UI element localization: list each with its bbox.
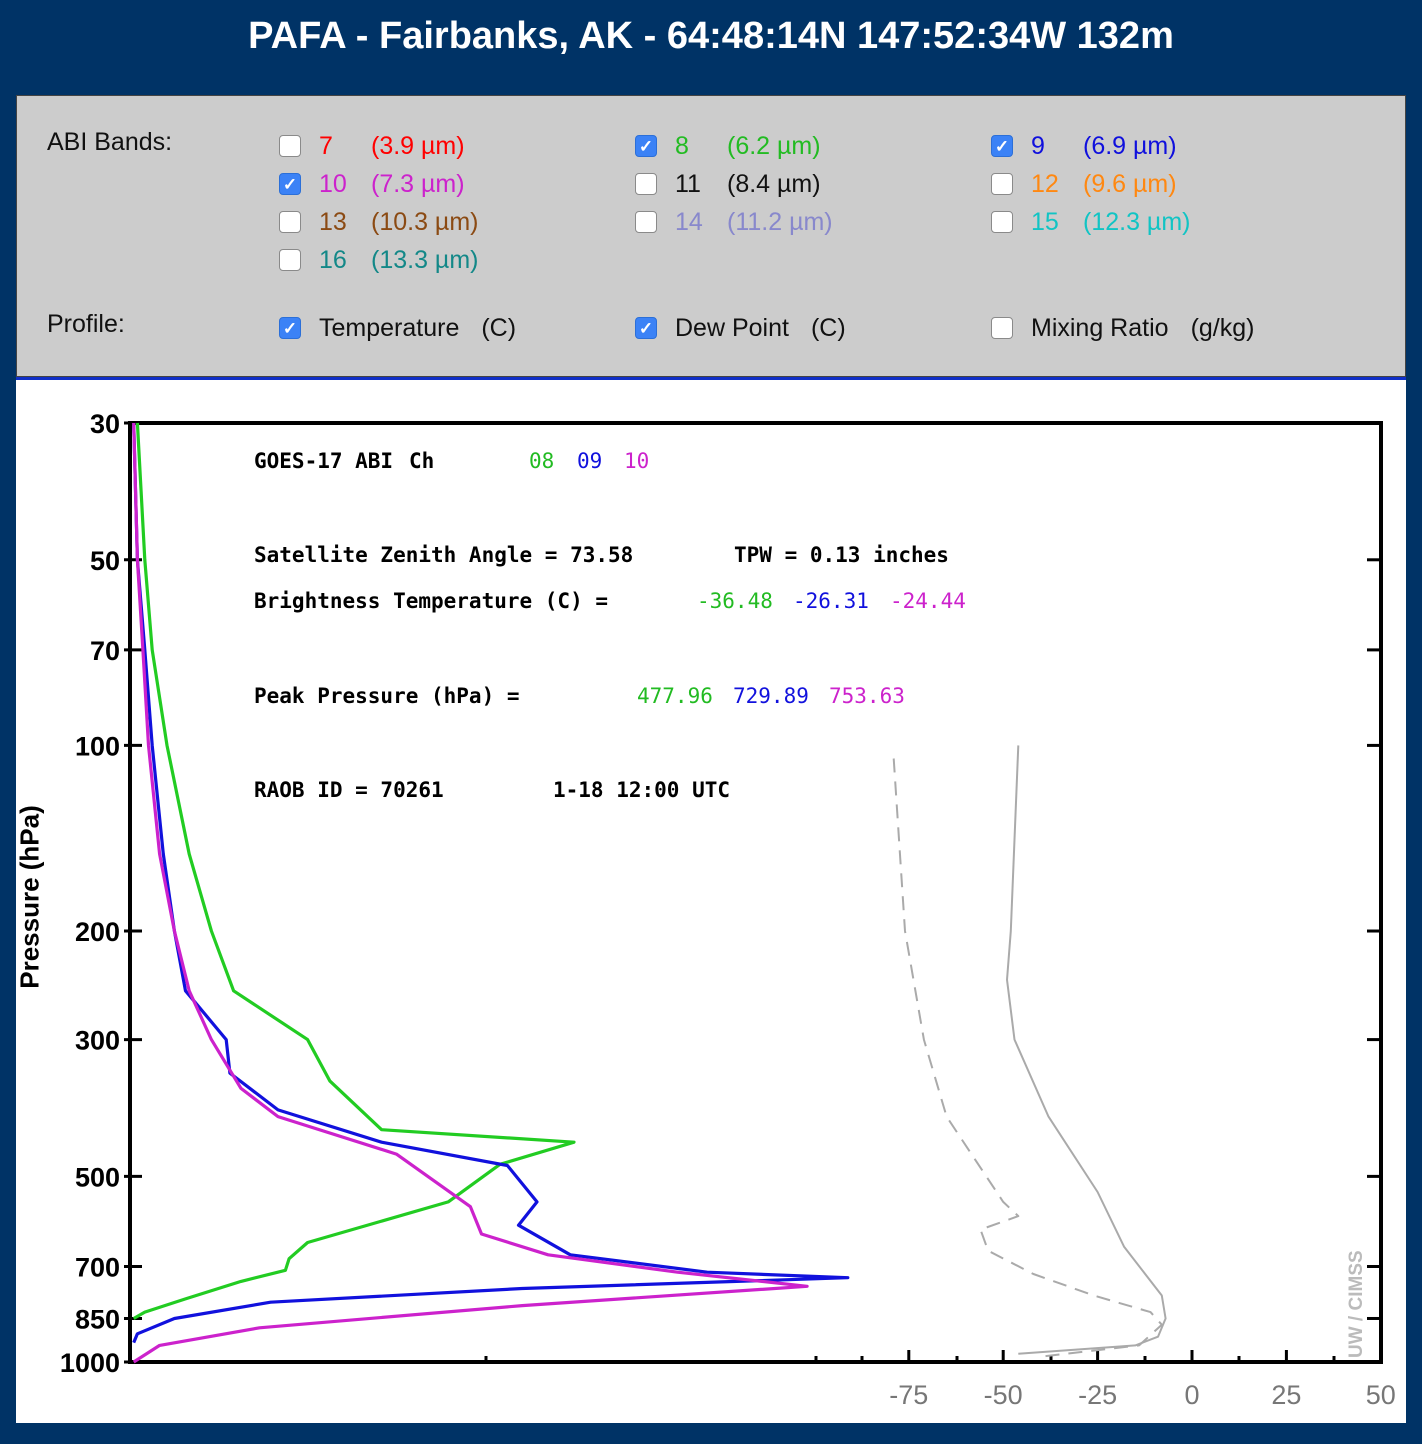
band-16-checkbox[interactable]	[279, 249, 301, 271]
x-tick-label: 50	[1366, 1380, 1396, 1410]
band-wavelength: (6.9 µm)	[1083, 131, 1177, 160]
band-option-10[interactable]: ✓ 10 (7.3 µm)	[279, 168, 465, 200]
band-7-checkbox[interactable]	[279, 135, 301, 157]
profile-unit: (C)	[481, 313, 517, 342]
band-option-13[interactable]: 13 (10.3 µm)	[279, 206, 478, 238]
band-wavelength: (13.3 µm)	[371, 245, 479, 274]
band-wavelength: (8.4 µm)	[727, 169, 821, 198]
band-option-7[interactable]: 7 (3.9 µm)	[279, 130, 465, 162]
x-tick-label: 0	[1184, 1380, 1199, 1410]
control-panel: ABI Bands: 7 (3.9 µm) ✓ 8 (6.2 µm) ✓ 9 (6.9 µm)…	[16, 95, 1406, 377]
band-14-checkbox[interactable]	[635, 211, 657, 233]
band-option-8[interactable]: ✓ 8 (6.2 µm)	[635, 130, 821, 162]
annotation-channel: 08	[529, 449, 554, 473]
annotation-tpw: TPW = 0.13 inches	[734, 543, 949, 567]
x-tick-label: 25	[1271, 1380, 1301, 1410]
band-wavelength: (9.6 µm)	[1083, 169, 1177, 198]
band-wavelength: (12.3 µm)	[1083, 207, 1191, 236]
weighting-function-chart: 30 50 70 100 200 300 500 700 850 1000 -75 -50 -25 0 25…	[60, 409, 1396, 1410]
x-tick-label: -75	[889, 1380, 928, 1410]
annotation-peak-label: Peak Pressure (hPa) =	[254, 684, 520, 708]
band-number: 12	[1031, 169, 1059, 198]
band-number: 11	[675, 169, 701, 198]
annotation-peak-value: 753.63	[829, 684, 905, 708]
annotation-bt-value: -24.44	[890, 589, 966, 613]
annotation-satellite: GOES-17 ABI	[254, 449, 393, 473]
band-number: 16	[319, 245, 347, 274]
y-tick-label: 70	[90, 636, 120, 666]
band-number: 15	[1031, 207, 1059, 236]
profile-option-temperature[interactable]: ✓ Temperature (C)	[279, 312, 516, 344]
profile-name: Mixing Ratio	[1031, 313, 1169, 342]
y-tick-label: 100	[75, 731, 120, 761]
annotation-ch-label: Ch	[409, 449, 434, 473]
y-tick-label: 30	[90, 409, 120, 439]
band-number: 10	[319, 169, 347, 198]
band-number: 8	[675, 131, 689, 160]
band-option-11[interactable]: 11 (8.4 µm)	[635, 168, 821, 200]
band-option-14[interactable]: 14 (11.2 µm)	[635, 206, 833, 238]
annotation-time: 1-18 12:00 UTC	[553, 778, 730, 802]
y-tick-label: 200	[75, 917, 120, 947]
chart-area: 30 50 70 100 200 300 500 700 850 1000 -75 -50 -25 0 25…	[16, 377, 1406, 1423]
watermark-text: UW / CIMSS	[1346, 1250, 1367, 1358]
annotation-bt-value: -26.31	[793, 589, 869, 613]
profile-name: Temperature	[319, 313, 460, 342]
dew-point-checkbox[interactable]: ✓	[635, 317, 657, 339]
band-13-checkbox[interactable]	[279, 211, 301, 233]
y-tick-label: 700	[75, 1252, 120, 1282]
band-11-checkbox[interactable]	[635, 173, 657, 195]
dew-point-profile-line	[892, 758, 1163, 1358]
band-option-16[interactable]: 16 (13.3 µm)	[279, 244, 478, 276]
y-tick-label: 50	[90, 546, 120, 576]
band-wavelength: (7.3 µm)	[371, 169, 465, 198]
band-number: 9	[1031, 131, 1045, 160]
channel-09-weighting-line	[132, 422, 850, 1344]
band-9-checkbox[interactable]: ✓	[991, 135, 1013, 157]
band-10-checkbox[interactable]: ✓	[279, 173, 301, 195]
band-12-checkbox[interactable]	[991, 173, 1013, 195]
annotation-bt-label: Brightness Temperature (C) =	[254, 589, 608, 613]
band-number: 7	[319, 131, 333, 160]
profile-unit: (C)	[810, 313, 846, 342]
page-title: PAFA - Fairbanks, AK - 64:48:14N 147:52:…	[248, 15, 1174, 57]
y-tick-label: 850	[75, 1304, 120, 1334]
profile-name: Dew Point	[675, 313, 789, 342]
profile-label: Profile:	[47, 310, 125, 338]
channel-08-weighting-line	[132, 422, 576, 1320]
band-wavelength: (6.2 µm)	[727, 131, 821, 160]
band-wavelength: (10.3 µm)	[371, 207, 479, 236]
y-tick-label: 300	[75, 1026, 120, 1056]
temperature-profile-line	[1006, 745, 1167, 1355]
band-15-checkbox[interactable]	[991, 211, 1013, 233]
band-8-checkbox[interactable]: ✓	[635, 135, 657, 157]
band-wavelength: (11.2 µm)	[727, 207, 833, 236]
annotation-raob-id: RAOB ID = 70261	[254, 778, 444, 802]
annotation-channel: 09	[577, 449, 602, 473]
x-tick-label: -25	[1078, 1380, 1117, 1410]
y-axis-label: Pressure (hPa)	[14, 805, 45, 989]
annotation-peak-value: 729.89	[733, 684, 809, 708]
band-number: 13	[319, 207, 347, 236]
annotation-channel: 10	[624, 449, 649, 473]
profile-unit: (g/kg)	[1190, 313, 1255, 342]
annotation-peak-value: 477.96	[637, 684, 713, 708]
profile-option-mixing-ratio[interactable]: Mixing Ratio (g/kg)	[991, 312, 1254, 344]
channel-10-weighting-line	[132, 422, 809, 1364]
mixing-ratio-checkbox[interactable]	[991, 317, 1013, 339]
plot-frame	[128, 421, 1383, 1364]
band-option-12[interactable]: 12 (9.6 µm)	[991, 168, 1177, 200]
band-number: 14	[675, 207, 703, 236]
annotation-zenith-angle: Satellite Zenith Angle = 73.58	[254, 543, 633, 567]
profile-option-dew-point[interactable]: ✓ Dew Point (C)	[635, 312, 846, 344]
band-wavelength: (3.9 µm)	[371, 131, 465, 160]
temperature-checkbox[interactable]: ✓	[279, 317, 301, 339]
annotation-bt-value: -36.48	[697, 589, 773, 613]
band-option-15[interactable]: 15 (12.3 µm)	[991, 206, 1190, 238]
x-tick-label: -50	[984, 1380, 1023, 1410]
y-tick-label: 1000	[60, 1348, 120, 1378]
y-tick-label: 500	[75, 1162, 120, 1192]
band-option-9[interactable]: ✓ 9 (6.9 µm)	[991, 130, 1177, 162]
abi-bands-label: ABI Bands:	[47, 128, 173, 156]
